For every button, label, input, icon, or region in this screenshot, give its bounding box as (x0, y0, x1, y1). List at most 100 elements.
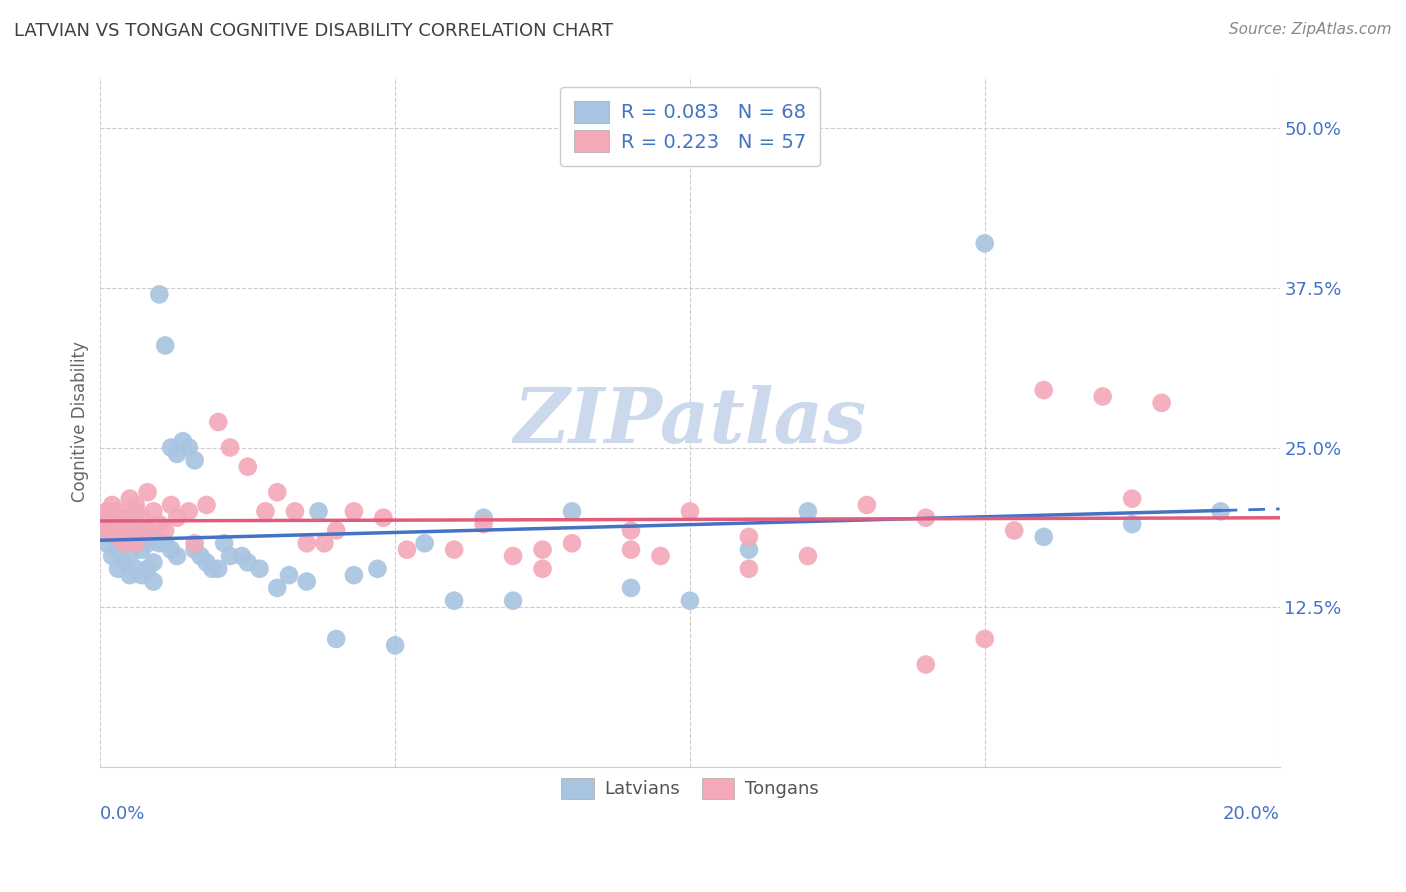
Point (183, 536, 205, 550)
Point (531, 542, 554, 557)
Point (914, 657, 936, 672)
Point (219, 441, 242, 455)
Point (249, 562, 271, 576)
Point (155, 338, 177, 352)
Point (148, 287, 170, 301)
Text: Source: ZipAtlas.com: Source: ZipAtlas.com (1229, 22, 1392, 37)
Point (155, 524, 177, 538)
Point (738, 542, 761, 557)
Point (207, 562, 229, 576)
Point (236, 459, 259, 474)
Point (472, 510, 495, 524)
Point (125, 504, 148, 518)
Point (395, 542, 418, 557)
Point (125, 536, 148, 550)
Point (650, 549, 672, 563)
Point (343, 568, 366, 582)
Point (620, 542, 643, 557)
Point (1150, 396, 1173, 410)
Point (166, 549, 188, 563)
Point (201, 562, 224, 576)
Point (118, 549, 141, 563)
Point (142, 574, 165, 589)
Point (195, 555, 218, 569)
Point (266, 581, 288, 595)
Point (136, 536, 159, 550)
Text: 0.0%: 0.0% (100, 805, 146, 823)
Point (295, 536, 318, 550)
Point (136, 524, 159, 538)
Point (620, 581, 643, 595)
Point (502, 549, 524, 563)
Point (96, 536, 118, 550)
Legend: Latvians, Tongans: Latvians, Tongans (554, 771, 827, 805)
Point (118, 568, 141, 582)
Point (343, 504, 366, 518)
Point (112, 536, 135, 550)
Point (125, 536, 148, 550)
Point (1032, 383, 1054, 397)
Point (384, 638, 406, 652)
Point (107, 562, 129, 576)
Point (1032, 530, 1054, 544)
Point (166, 510, 188, 524)
Point (166, 447, 188, 461)
Point (131, 542, 153, 557)
Point (278, 568, 301, 582)
Point (973, 632, 995, 646)
Point (148, 536, 170, 550)
Point (112, 555, 135, 569)
Point (231, 549, 253, 563)
Point (236, 555, 259, 569)
Point (101, 530, 124, 544)
Point (472, 517, 495, 532)
Point (797, 504, 820, 518)
Point (131, 568, 153, 582)
Point (561, 504, 583, 518)
Point (190, 549, 212, 563)
Point (284, 504, 307, 518)
Point (1002, 524, 1025, 538)
Point (308, 504, 330, 518)
Point (443, 593, 465, 607)
Point (142, 555, 165, 569)
Point (620, 524, 643, 538)
Point (96, 510, 118, 524)
Text: ZIPatlas: ZIPatlas (513, 385, 866, 459)
Point (107, 530, 129, 544)
Point (443, 542, 465, 557)
Point (314, 536, 336, 550)
Point (136, 485, 159, 500)
Point (131, 510, 153, 524)
Point (531, 562, 554, 576)
Point (1091, 389, 1114, 403)
Point (107, 542, 129, 557)
Point (856, 498, 879, 512)
Point (679, 504, 702, 518)
Point (219, 549, 242, 563)
Point (266, 485, 288, 500)
Point (738, 562, 761, 576)
Point (131, 524, 153, 538)
Point (1209, 504, 1232, 518)
Text: LATVIAN VS TONGAN COGNITIVE DISABILITY CORRELATION CHART: LATVIAN VS TONGAN COGNITIVE DISABILITY C… (14, 22, 613, 40)
Point (1121, 517, 1143, 532)
Point (125, 498, 148, 512)
Point (561, 536, 583, 550)
Point (797, 549, 820, 563)
Point (366, 562, 388, 576)
Point (325, 632, 347, 646)
Point (101, 504, 124, 518)
Point (207, 415, 229, 429)
Point (118, 524, 141, 538)
Point (195, 498, 218, 512)
Point (148, 517, 170, 532)
Point (295, 574, 318, 589)
Point (112, 510, 135, 524)
Point (177, 504, 200, 518)
Point (172, 434, 194, 449)
Point (183, 542, 205, 557)
Text: 20.0%: 20.0% (1223, 805, 1279, 823)
Point (107, 517, 129, 532)
Point (914, 510, 936, 524)
